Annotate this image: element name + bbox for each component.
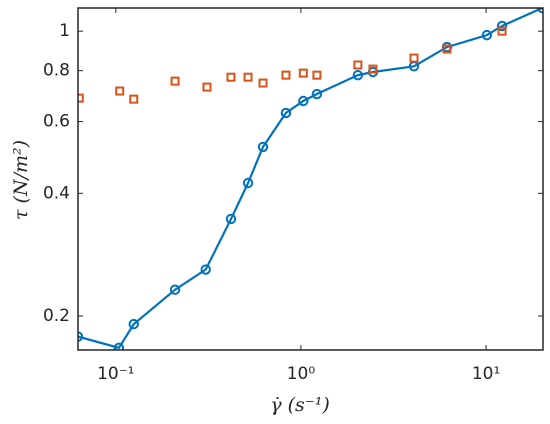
plot-frame — [77, 7, 544, 351]
marker — [311, 88, 323, 100]
marker — [312, 70, 322, 80]
marker — [281, 70, 291, 80]
marker — [242, 177, 254, 189]
y-tick-label: 1 — [59, 21, 70, 41]
x-axis-label: γ̇ (s⁻¹) — [270, 394, 330, 416]
line — [78, 8, 543, 350]
marker — [128, 318, 139, 330]
marker — [368, 64, 378, 74]
x-tick-label: 10¹ — [472, 364, 500, 384]
y-axis-label: τ (N/m²) — [10, 140, 32, 220]
y-tick-label: 0.8 — [43, 61, 70, 81]
marker — [243, 72, 253, 82]
marker — [129, 94, 139, 104]
x-tick-label: 10⁻¹ — [97, 364, 134, 384]
marker — [258, 78, 268, 88]
marker — [257, 141, 269, 153]
marker — [353, 60, 363, 70]
marker — [170, 76, 180, 86]
marker — [200, 264, 211, 275]
marker — [113, 342, 125, 350]
marker — [496, 20, 508, 32]
marker — [442, 44, 452, 54]
marker — [352, 69, 364, 81]
marker — [225, 213, 237, 225]
y-tick-label: 0.2 — [43, 306, 70, 326]
marker — [169, 284, 181, 295]
marker — [497, 26, 507, 36]
marker — [298, 68, 308, 78]
marker — [537, 8, 543, 14]
marker — [409, 53, 419, 63]
x-tick-label: 10⁰ — [287, 364, 316, 384]
marker — [280, 107, 292, 119]
marker — [481, 29, 493, 41]
marker — [202, 82, 212, 92]
marker — [298, 95, 309, 107]
y-tick-label: 0.4 — [43, 183, 70, 203]
marker — [115, 86, 125, 96]
y-tick-label: 0.6 — [43, 112, 70, 132]
marker — [226, 72, 236, 82]
marker — [78, 93, 84, 103]
